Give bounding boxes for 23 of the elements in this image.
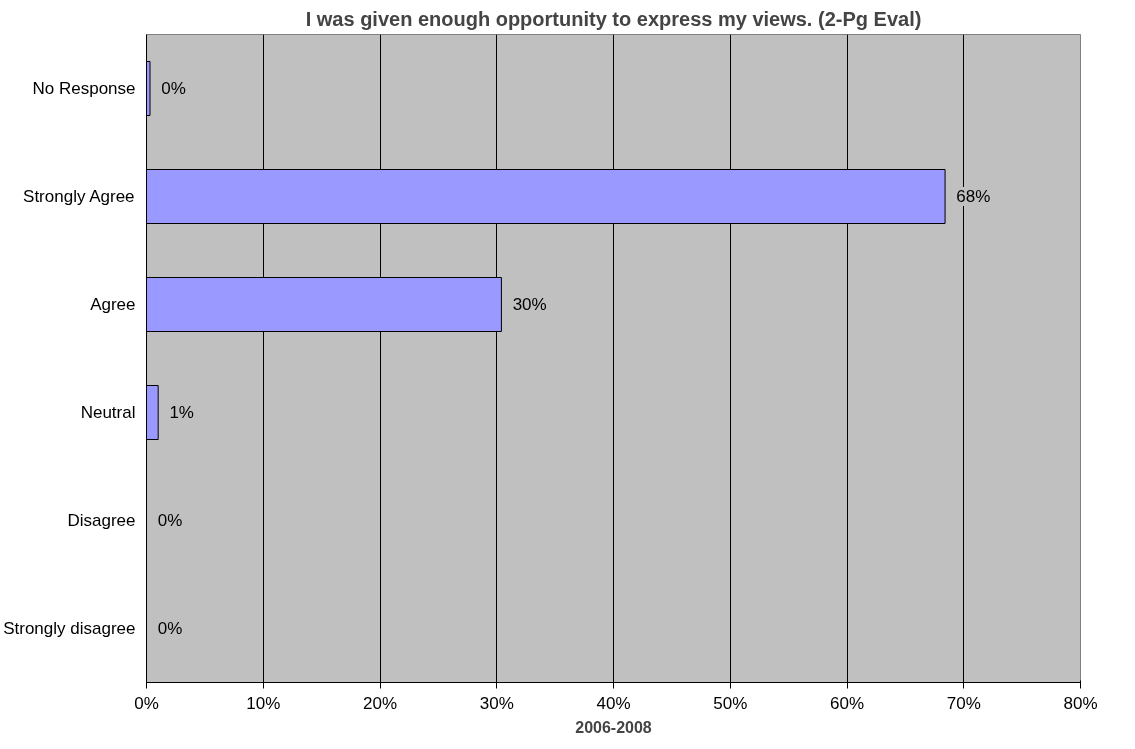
x-tick-label: 40% [596,693,631,713]
data-label: 0% [161,79,186,98]
x-tick-label: 30% [479,693,514,713]
x-tick-label: 60% [829,693,865,713]
data-label: 30% [512,295,547,314]
x-tick-label: 20% [362,693,398,713]
x-tick-label: 80% [1063,693,1098,713]
data-label: 0% [157,619,183,638]
y-tick-label: Strongly disagree [3,619,136,638]
y-tick-label: Neutral [80,403,136,422]
x-axis-title: 2006-2008 [575,718,652,736]
y-tick-label: Strongly Agree [23,187,135,206]
y-tick-label: Disagree [67,511,136,530]
y-tick-label: Agree [90,295,136,314]
x-tick-label: 70% [946,693,981,713]
data-label: 1% [169,403,194,422]
x-tick-label: 0% [134,693,159,713]
x-tick-label: 50% [713,693,748,713]
chart-title: I was given enough opportunity to express my views. (2-Pg Eval) [305,7,922,30]
x-tick-label: 10% [246,693,281,713]
data-label: 68% [956,187,991,206]
y-tick-label: No Response [32,79,136,98]
data-label: 0% [157,511,183,530]
